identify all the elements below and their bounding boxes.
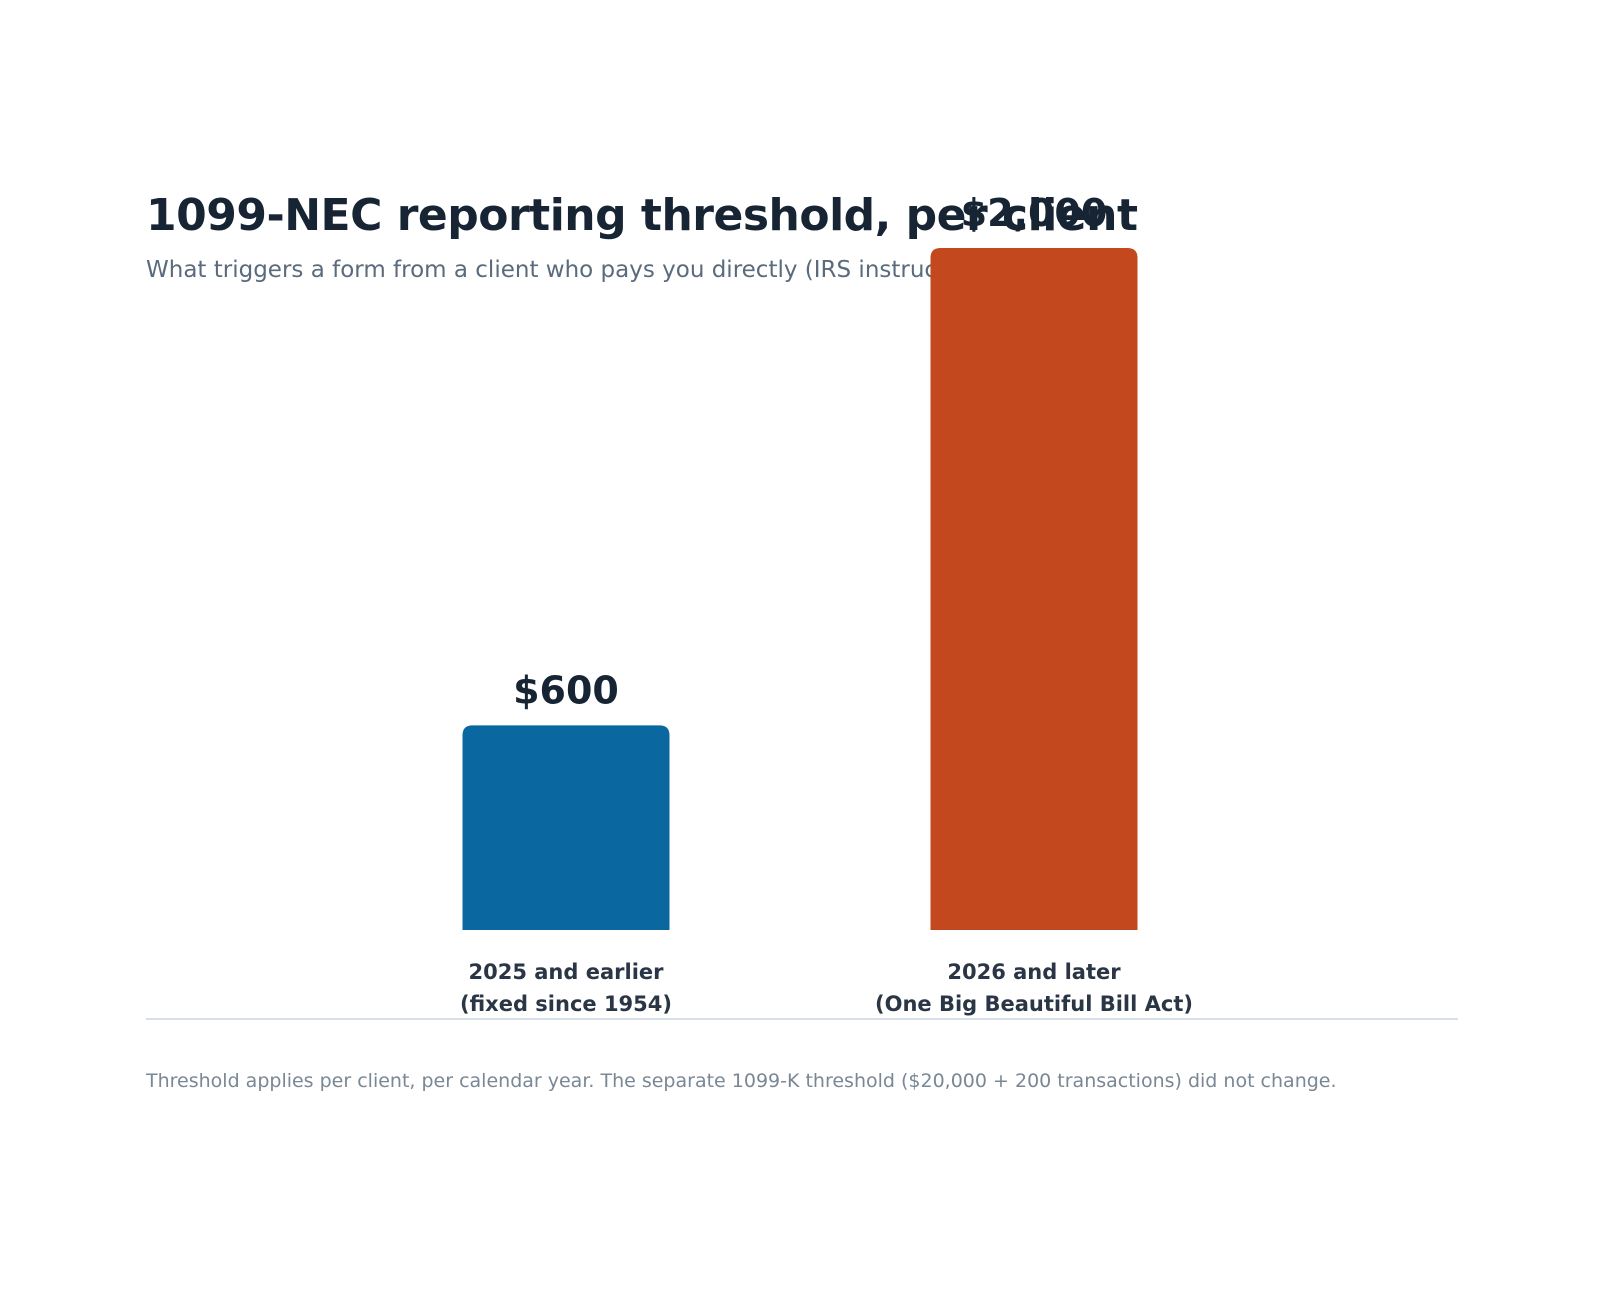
category-label-2-line-1: 2026 and later bbox=[947, 960, 1121, 984]
category-label-1-line-1: 2025 and earlier bbox=[469, 960, 665, 984]
value-label-1: $600 bbox=[513, 668, 619, 712]
category-label-2-line-2: (One Big Beautiful Bill Act) bbox=[875, 992, 1193, 1016]
chart-subtitle: What triggers a form from a client who p… bbox=[146, 257, 967, 283]
bars-layer bbox=[462, 248, 1138, 930]
labels-layer: $600 2025 and earlier (fixed since 1954) $2… bbox=[460, 191, 1193, 1016]
value-label-2: $2,000 bbox=[961, 191, 1108, 235]
bar-2 bbox=[930, 248, 1138, 930]
category-label-1-line-2: (fixed since 1954) bbox=[460, 992, 672, 1016]
chart-footnote: Threshold applies per client, per calend… bbox=[146, 1070, 1337, 1092]
chart-title: 1099-NEC reporting threshold, per client bbox=[146, 190, 1138, 241]
bar-1 bbox=[462, 725, 670, 930]
